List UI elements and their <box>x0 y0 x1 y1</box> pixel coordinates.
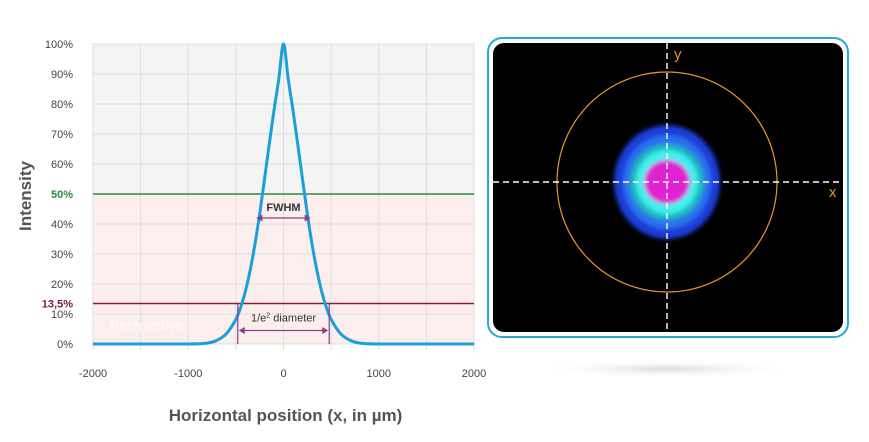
diameter-label-main: 1/e <box>251 313 266 325</box>
x-tick-label: -1000 <box>174 368 202 380</box>
arrow-head-left <box>238 327 245 334</box>
fwhm-label: FWHM <box>266 202 300 214</box>
arrow-head-left <box>256 214 263 222</box>
reference-line-label: 13,5% <box>42 299 73 311</box>
arrow-head-right <box>322 327 329 334</box>
intensity-chart: 0% 10% 20% 30% 40% 60% 70% 80% 90% 100% -2000 -1000… <box>16 39 486 425</box>
series-line <box>92 42 474 346</box>
x-tick-label: 0 <box>280 368 286 380</box>
y-tick-label: 20% <box>51 279 73 291</box>
y-tick-label: 0% <box>57 339 73 351</box>
x-axis-title: Horizontal position (x, in µm) <box>169 406 403 425</box>
fwhm-arrow <box>256 214 311 222</box>
y-tick-label: 80% <box>51 99 73 111</box>
diameter-label-rest: diameter <box>270 313 316 325</box>
diameter-label-sup: 2 <box>266 313 270 320</box>
y-tick-label: 100% <box>45 39 73 51</box>
y-tick-label: 90% <box>51 69 73 81</box>
y-tick-label: 40% <box>51 219 73 231</box>
panel-shadow <box>537 360 797 378</box>
watermark-text: Perspective <box>110 317 183 333</box>
x-tick-label: 1000 <box>367 368 391 380</box>
y-tick-label: 30% <box>51 249 73 261</box>
y-axis-letter: y <box>674 46 682 63</box>
x-axis-letter: x <box>829 184 837 201</box>
x-tick-label: 2000 <box>462 368 486 380</box>
x-tick-label: -2000 <box>79 368 107 380</box>
arrow-head-right <box>304 214 311 222</box>
y-tick-label: 10% <box>51 309 73 321</box>
reference-line-label: 50% <box>51 189 73 201</box>
y-tick-label: 70% <box>51 129 73 141</box>
beam-profile-panel: xy <box>487 37 849 378</box>
y-axis-title: Intensity <box>16 161 35 231</box>
diameter-arrow <box>238 327 329 334</box>
y-tick-label: 60% <box>51 159 73 171</box>
diameter-label: 1/e2 diameter <box>251 313 316 325</box>
